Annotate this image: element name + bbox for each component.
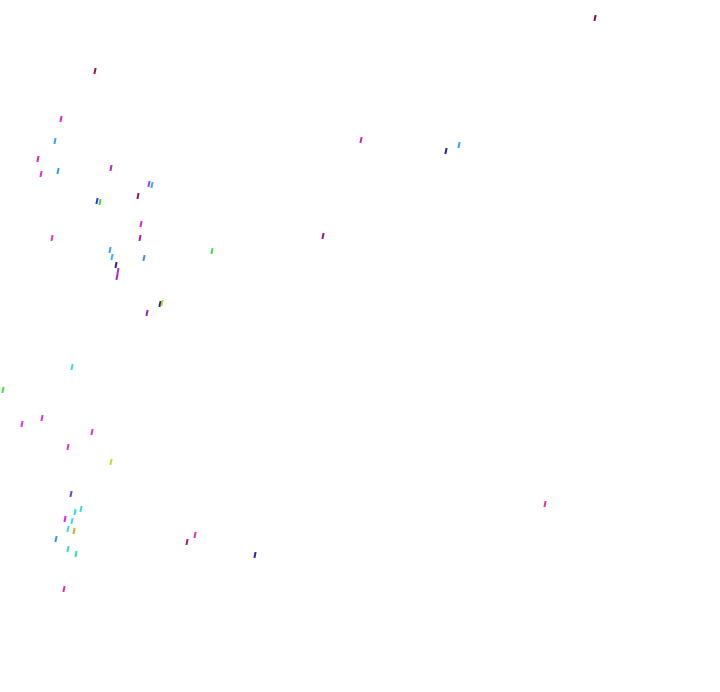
speck — [138, 234, 142, 242]
speck — [158, 300, 162, 308]
speck — [147, 180, 151, 188]
speck — [185, 538, 189, 546]
speck — [444, 147, 448, 155]
speck — [193, 531, 197, 539]
speck — [136, 192, 140, 200]
speck — [115, 273, 119, 281]
speck — [109, 164, 113, 172]
speck — [108, 246, 112, 254]
speck — [20, 420, 24, 428]
speck — [145, 309, 149, 317]
speck — [150, 181, 154, 189]
speck — [114, 261, 118, 269]
speck — [109, 458, 113, 466]
speck — [139, 220, 143, 228]
speck — [359, 136, 363, 144]
speck — [593, 14, 597, 22]
speck — [74, 550, 78, 558]
speck — [56, 167, 60, 175]
speck — [69, 490, 73, 498]
speck — [63, 515, 67, 523]
speck-group — [1, 14, 597, 593]
speck — [90, 428, 94, 436]
speck — [253, 551, 257, 559]
speck — [95, 197, 99, 205]
speck — [116, 267, 120, 275]
speck — [457, 141, 461, 149]
speck — [36, 155, 40, 163]
speck — [98, 198, 102, 206]
speck — [50, 234, 54, 242]
speck — [66, 443, 70, 451]
speck — [66, 545, 70, 553]
speck — [110, 253, 114, 261]
speck — [73, 508, 77, 516]
speck — [321, 232, 325, 240]
speck — [93, 67, 97, 75]
speck — [62, 585, 66, 593]
speck — [543, 500, 547, 508]
speck — [53, 137, 57, 145]
speck — [160, 299, 164, 307]
speck — [72, 527, 76, 535]
speck — [54, 535, 58, 543]
speck — [66, 525, 70, 533]
speck — [79, 505, 83, 513]
speck — [40, 414, 44, 422]
speck — [210, 247, 214, 255]
speck — [142, 254, 146, 262]
speck — [39, 170, 43, 178]
speck — [1, 386, 5, 394]
speck — [70, 517, 74, 525]
speck — [70, 363, 74, 371]
speck — [59, 115, 63, 123]
